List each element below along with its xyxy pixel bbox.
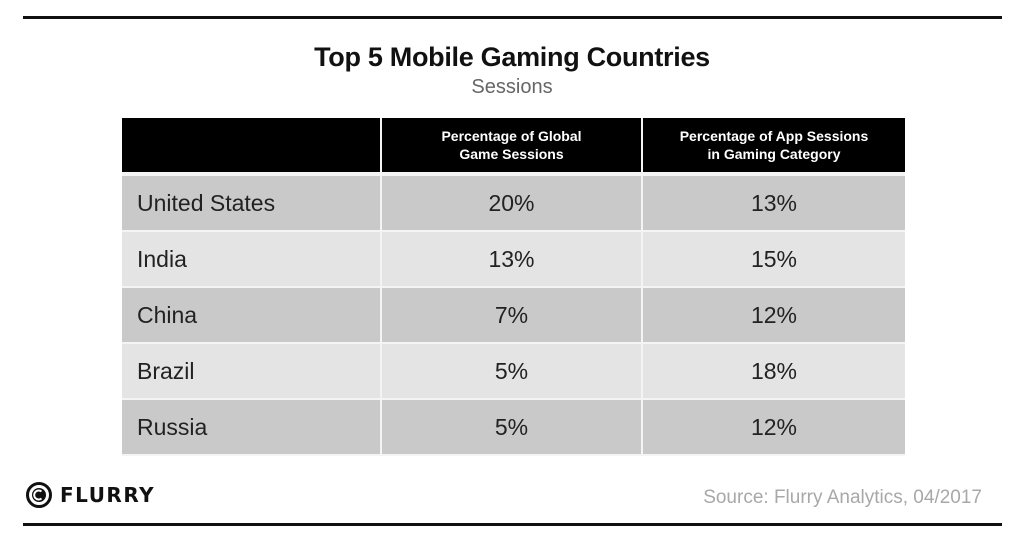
header-line: Percentage of App Sessions	[679, 128, 869, 144]
chart-subtitle: Sessions	[471, 76, 553, 98]
top-rule	[23, 16, 1002, 19]
global-sessions-cell: 20%	[382, 176, 643, 232]
source-note: Source: Flurry Analytics, 04/2017	[703, 487, 982, 508]
global-sessions-cell: 7%	[382, 288, 643, 344]
flurry-swirl-icon	[26, 482, 52, 508]
global-sessions-cell: 5%	[382, 400, 643, 456]
column-header-country	[122, 118, 382, 176]
gaming-category-cell: 15%	[643, 232, 905, 288]
header-line: Percentage of Global	[441, 128, 582, 144]
column-header-global-sessions: Percentage of Global Game Sessions	[382, 118, 643, 176]
country-cell: Brazil	[122, 344, 382, 400]
header-line: in Gaming Category	[707, 146, 841, 162]
global-sessions-cell: 13%	[382, 232, 643, 288]
logo-wordmark: FLURRY	[60, 483, 156, 507]
gaming-category-cell: 12%	[643, 288, 905, 344]
column-header-gaming-category: Percentage of App Sessions in Gaming Cat…	[643, 118, 905, 176]
gaming-category-cell: 18%	[643, 344, 905, 400]
table-row: Russia 5% 12%	[122, 400, 905, 456]
global-sessions-cell: 5%	[382, 344, 643, 400]
table-header-row: Percentage of Global Game Sessions Perce…	[122, 118, 905, 176]
header-line: Game Sessions	[459, 146, 564, 162]
country-cell: Russia	[122, 400, 382, 456]
country-cell: China	[122, 288, 382, 344]
bottom-rule	[23, 523, 1002, 526]
table-row: United States 20% 13%	[122, 176, 905, 232]
chart-title: Top 5 Mobile Gaming Countries	[314, 42, 710, 72]
gaming-category-cell: 13%	[643, 176, 905, 232]
table-row: China 7% 12%	[122, 288, 905, 344]
country-cell: India	[122, 232, 382, 288]
flurry-logo: FLURRY	[26, 482, 155, 508]
table-row: Brazil 5% 18%	[122, 344, 905, 400]
country-cell: United States	[122, 176, 382, 232]
countries-table: Percentage of Global Game Sessions Perce…	[122, 118, 905, 456]
gaming-category-cell: 12%	[643, 400, 905, 456]
table-row: India 13% 15%	[122, 232, 905, 288]
